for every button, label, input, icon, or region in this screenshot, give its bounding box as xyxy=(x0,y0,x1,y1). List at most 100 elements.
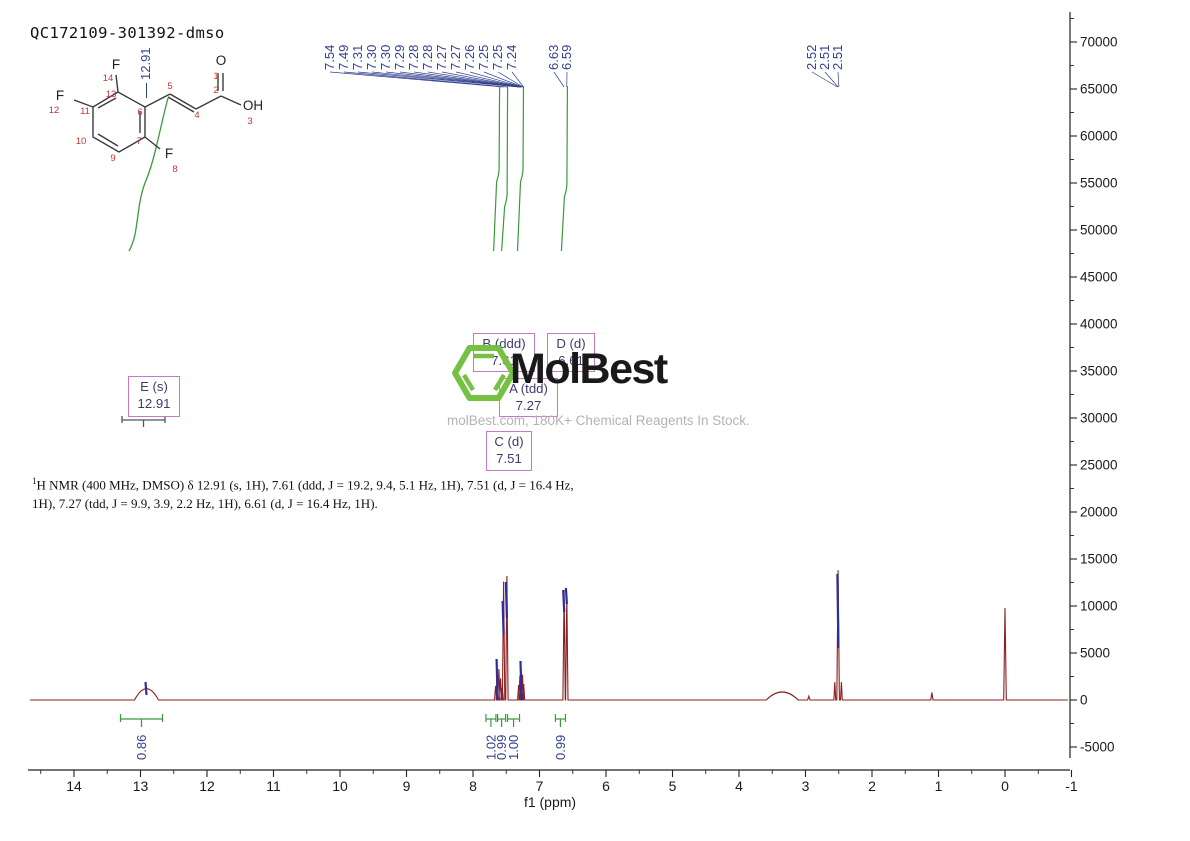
integral-overlay xyxy=(836,573,840,649)
watermark-tagline: molBest.com, 180K+ Chemical Reagents In … xyxy=(447,413,750,428)
peak-label-pointer xyxy=(329,71,504,88)
atom-number: 2 xyxy=(213,85,218,96)
integral-value: 0.86 xyxy=(134,735,149,760)
x-axis-tick-label: 9 xyxy=(403,778,411,794)
c-oh-bond xyxy=(220,95,242,106)
integral-overlay xyxy=(562,589,566,613)
atom-number: 1 xyxy=(213,71,218,82)
x-axis-tick-label: 11 xyxy=(266,778,281,794)
peak-label: 7.27 xyxy=(434,45,449,70)
y-axis-tick-label: 0 xyxy=(1080,693,1088,708)
integral-curve-acid xyxy=(128,97,169,252)
peak-label-pointer xyxy=(837,71,840,88)
peak-label-pointer xyxy=(343,71,507,88)
assignment-label: C (d) xyxy=(494,434,524,449)
x-axis-tick-label: 6 xyxy=(602,778,610,794)
integral-value: 0.99 xyxy=(494,735,509,760)
atom-number: 10 xyxy=(76,136,87,147)
caption-superscript: 1 xyxy=(32,476,37,486)
atom-number: 8 xyxy=(172,164,177,175)
y-axis-tick-label: 25000 xyxy=(1080,458,1118,473)
hexagon-inner-bond xyxy=(493,373,506,392)
atom-number: 7 xyxy=(136,136,141,147)
assignment-label: A (tdd) xyxy=(509,381,548,396)
atom-O: O xyxy=(216,53,227,68)
double-bond xyxy=(97,97,117,109)
assignment-shift: 7.27 xyxy=(515,397,542,413)
peak-label: 7.49 xyxy=(336,45,351,70)
peak-label: 2.52 xyxy=(804,45,819,70)
double-bond xyxy=(97,133,119,147)
caption-text: H NMR (400 MHz, DMSO) δ 12.91 (s, 1H), 7… xyxy=(32,477,574,512)
x-axis-tick-label: 13 xyxy=(133,778,149,794)
peak-label-pointer xyxy=(483,71,523,88)
peak-label-pointer xyxy=(441,71,522,88)
peak-label: 7.28 xyxy=(420,45,435,70)
integral-value: 0.99 xyxy=(553,735,568,760)
peak-label: 7.26 xyxy=(462,45,477,70)
atom-F: F xyxy=(56,88,64,103)
peak-label-pointer xyxy=(399,71,521,88)
atom-number: 4 xyxy=(194,110,199,121)
y-axis-tick-label: 50000 xyxy=(1080,223,1118,238)
peak-label: 7.24 xyxy=(504,45,519,70)
integral-overlay xyxy=(564,587,568,605)
integral-curve xyxy=(516,85,525,252)
x-axis-tick-label: 14 xyxy=(66,778,82,794)
peak-label-pointer xyxy=(427,71,522,88)
vinyl-double-bond xyxy=(169,93,197,110)
assignment-box-E: E (s) 12.91 xyxy=(128,376,180,417)
peak-label: 12.91 xyxy=(138,47,153,80)
y-axis-tick-label: 30000 xyxy=(1080,411,1118,426)
atom-number: 5 xyxy=(167,81,172,92)
bond-lines xyxy=(73,73,242,153)
assignment-box-C: C (d) 7.51 xyxy=(486,431,532,471)
y-axis-tick-label: 10000 xyxy=(1080,599,1118,614)
y-axis-tick-label: 5000 xyxy=(1080,646,1110,661)
x-axis-tick-label: 3 xyxy=(802,778,810,794)
integral-curve xyxy=(493,85,501,252)
x-axis-title: f1 (ppm) xyxy=(524,794,576,810)
molbest-hexagon-logo-icon xyxy=(452,345,516,401)
hexagon-outline xyxy=(452,345,516,401)
assignment-box-A: A (tdd) 7.27 xyxy=(499,378,558,417)
c-f-bond xyxy=(115,74,119,93)
peak-label: 2.51 xyxy=(817,45,832,70)
x-axis-tick-label: 8 xyxy=(469,778,477,794)
molecule-structure: F 14 F 12 F 8 O 1 OH 3 2 4 5 6 7 9 10 11… xyxy=(49,53,263,175)
assignment-shift: 6.61 xyxy=(558,352,584,368)
peak-label: 7.28 xyxy=(406,45,421,70)
peak-label: 7.25 xyxy=(490,45,505,70)
integral-value: 1.02 xyxy=(483,735,498,760)
x-axis-tick-label: 0 xyxy=(1001,778,1009,794)
atom-F: F xyxy=(165,146,173,161)
y-axis-tick-label: 70000 xyxy=(1080,35,1118,50)
peak-label-pointer xyxy=(811,71,838,88)
assignment-label: D (d) xyxy=(556,336,586,351)
peak-label: 7.25 xyxy=(476,45,491,70)
x-axis-tick-label: 5 xyxy=(669,778,677,794)
peak-label: 7.29 xyxy=(392,45,407,70)
x-axis-tick-label: 4 xyxy=(735,778,743,794)
peak-label-pointer xyxy=(553,71,565,88)
spectrum-trace xyxy=(30,570,1068,701)
integral-overlay xyxy=(501,600,505,635)
peak-label-pointer xyxy=(455,71,522,88)
assignment-shift: 12.91 xyxy=(137,395,171,411)
x-axis-tick-label: -1 xyxy=(1065,778,1078,794)
chain-bond xyxy=(195,95,222,110)
peak-label: 6.59 xyxy=(559,45,574,70)
x-axis-tick-label: 12 xyxy=(199,778,215,794)
peak-label-pointer xyxy=(824,71,839,88)
atom-number: 9 xyxy=(110,153,115,164)
integral-overlay xyxy=(495,658,499,701)
x-axis-tick-label: 1 xyxy=(935,778,943,794)
integral-value: 1.00 xyxy=(506,735,521,760)
peak-label: 7.27 xyxy=(448,45,463,70)
atom-number: 12 xyxy=(49,105,60,116)
atom-number: 3 xyxy=(247,116,252,127)
integral-overlay xyxy=(144,681,148,696)
atom-number: 6 xyxy=(137,107,142,118)
peak-label: 6.63 xyxy=(546,45,561,70)
